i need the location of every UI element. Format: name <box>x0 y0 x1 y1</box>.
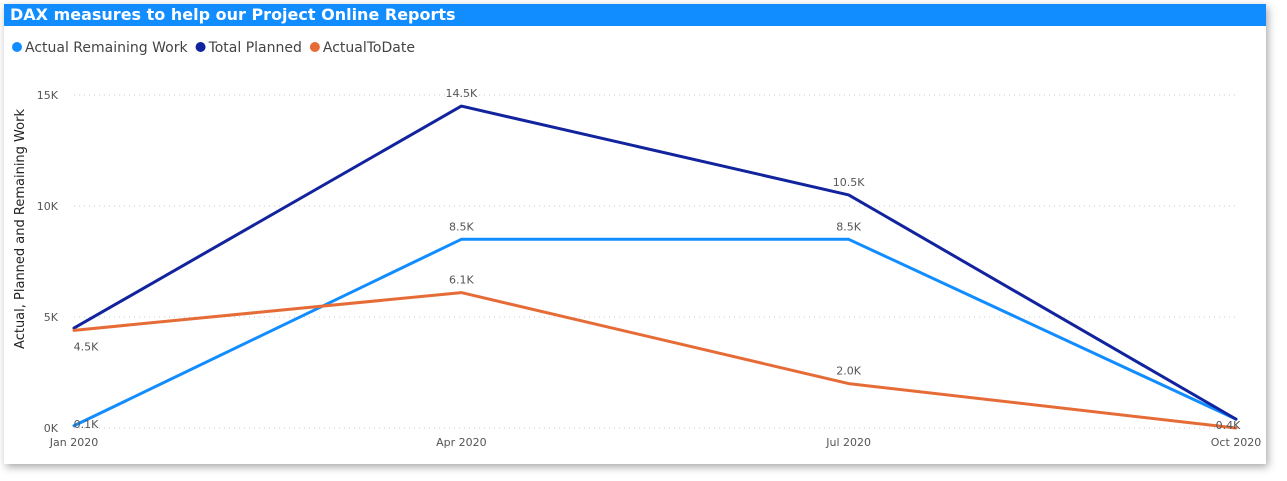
y-axis: 0K 5K 10K 15K <box>37 89 59 435</box>
line-chart: Actual Remaining Work Total Planned Actual… <box>12 40 1261 449</box>
chart-card: DAX measures to help our Project Online … <box>4 4 1266 464</box>
legend-item-1: Total Planned <box>208 40 302 56</box>
x-tick-2: Jul 2020 <box>825 436 871 449</box>
data-label-1-2: 10.5K <box>833 176 865 189</box>
x-tick-3: Oct 2020 <box>1211 436 1262 449</box>
y-tick-1: 5K <box>44 311 59 324</box>
y-tick-2: 10K <box>37 200 59 213</box>
y-tick-3: 15K <box>37 89 59 102</box>
legend-marker-2 <box>309 42 320 52</box>
series-line-1 <box>72 104 1238 421</box>
legend: Actual Remaining Work Total Planned Actual… <box>12 40 415 56</box>
data-label-1-1: 14.5K <box>445 87 477 100</box>
series-line-0 <box>72 237 1238 428</box>
gridlines <box>74 94 1236 429</box>
legend-marker-0 <box>12 42 22 52</box>
series-line-2 <box>72 291 1238 430</box>
x-tick-0: Jan 2020 <box>49 436 98 449</box>
data-labels: 0.1K 8.5K 8.5K 14.5K 10.5K 0.4K 4.5K 6.1K 2.0K <box>74 87 1241 432</box>
series-lines <box>72 104 1238 430</box>
legend-item-0: Actual Remaining Work <box>25 40 188 56</box>
data-label-1-3: 0.4K <box>1216 419 1241 432</box>
x-tick-1: Apr 2020 <box>436 436 487 449</box>
y-tick-0: 0K <box>44 422 59 435</box>
data-label-2-2: 2.0K <box>836 365 861 378</box>
data-label-2-0: 4.5K <box>74 340 99 353</box>
legend-item-2: ActualToDate <box>323 40 415 56</box>
legend-marker-1 <box>195 42 206 52</box>
x-axis: Jan 2020 Apr 2020 Jul 2020 Oct 2020 <box>49 436 1261 449</box>
y-axis-label: Actual, Planned and Remaining Work <box>13 109 28 349</box>
data-label-0-0: 0.1K <box>74 418 99 431</box>
data-label-2-1: 6.1K <box>449 274 474 287</box>
data-label-0-2: 8.5K <box>836 220 861 233</box>
data-label-0-1: 8.5K <box>449 220 474 233</box>
chart-title: DAX measures to help our Project Online … <box>4 4 1266 26</box>
